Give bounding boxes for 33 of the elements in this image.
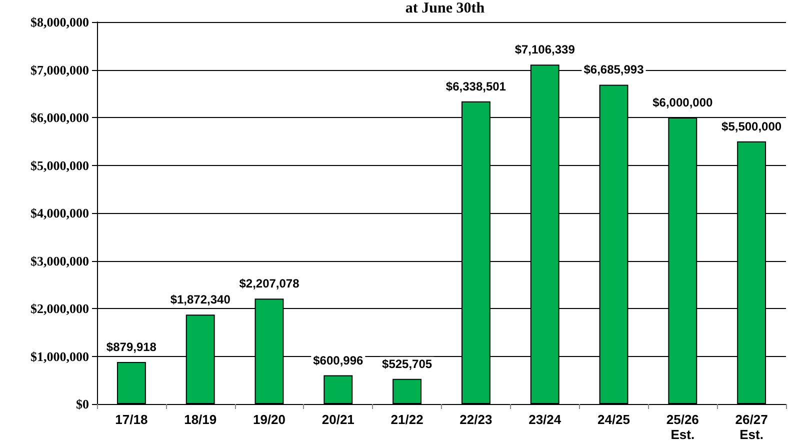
x-tick-label: 17/18 [115,412,148,427]
y-tick-label: $1,000,000 [30,348,89,364]
y-tick-label: $4,000,000 [30,206,89,220]
y-tick-label: $8,000,000 [30,14,89,30]
bar [392,378,422,404]
x-tick-label: 23/24 [528,412,562,427]
y-tick-label: $0 [76,396,89,412]
y-tick-label: $7,000,000 [30,62,89,78]
y-tick-label: $2,000,000 [30,301,89,316]
data-label: $6,685,993 [584,62,644,77]
data-label: $879,918 [106,340,157,354]
data-label: $525,705 [382,356,432,371]
y-tick-label: $6,000,000 [30,110,89,125]
data-label: $6,000,000 [652,96,714,110]
bar [116,362,146,404]
x-tick-label: 20/21 [322,412,354,427]
data-label: $6,338,501 [446,79,506,94]
data-label: $5,500,000 [722,119,782,134]
bar [324,375,353,404]
x-tick-label: 25/26 Est. [666,412,699,442]
chart-title: at June 30th [405,0,486,16]
x-tick-label: 26/27 Est. [735,412,768,442]
data-label: $7,106,339 [514,42,576,57]
x-tick-label: 22/23 [460,412,492,427]
y-tick-label: $5,000,000 [30,158,89,173]
x-tick-label: 19/20 [252,412,286,427]
data-label: $600,996 [313,353,364,368]
x-tick-label: 24/25 [597,412,630,427]
y-tick-label: $3,000,000 [30,253,89,268]
x-tick-label: 21/22 [390,412,424,427]
x-tick-label: 18/19 [184,412,217,427]
data-label: $2,207,078 [239,276,300,291]
data-label: $1,872,340 [170,292,231,307]
